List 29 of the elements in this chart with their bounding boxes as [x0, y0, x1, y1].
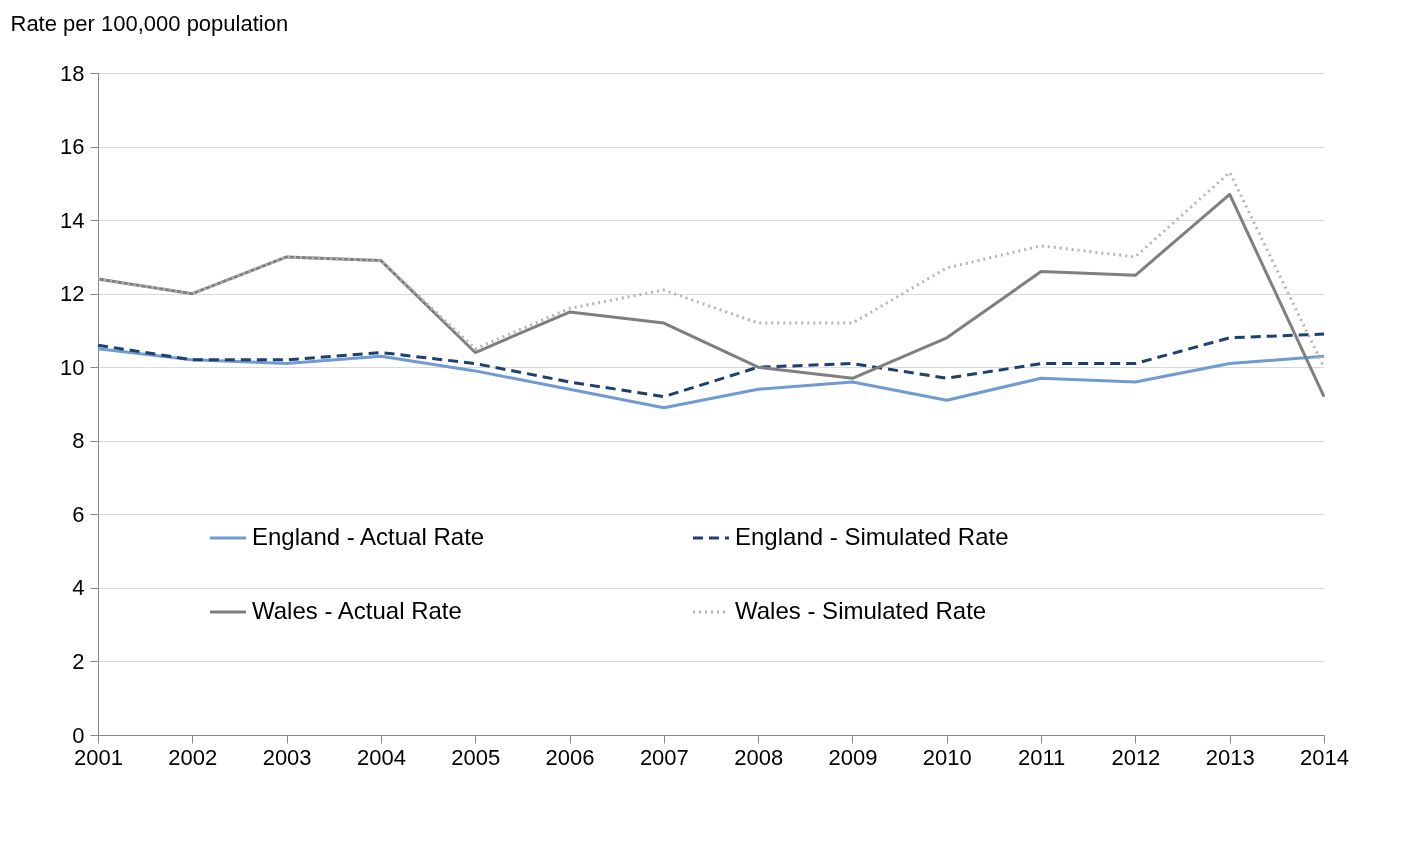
y-tick-label: 4: [72, 575, 85, 601]
legend-label: Wales - Actual Rate: [252, 597, 462, 624]
x-tick-label: 2005: [451, 744, 501, 770]
legend-label: England - Simulated Rate: [735, 523, 1009, 550]
x-tick-label: 2011: [1017, 744, 1066, 770]
legend-label: England - Actual Rate: [252, 523, 485, 550]
y-axis-title: Rate per 100,000 population: [10, 10, 289, 36]
x-tick-label: 2006: [545, 744, 595, 770]
y-tick-label: 2: [72, 648, 85, 674]
y-tick-label: 14: [60, 207, 85, 233]
x-tick-label: 2013: [1205, 744, 1255, 770]
x-tick-label: 2007: [639, 744, 689, 770]
y-tick-label: 12: [60, 281, 85, 307]
x-tick-label: 2012: [1111, 744, 1161, 770]
line-series: [96, 347, 1326, 410]
y-tick-label: 10: [60, 354, 85, 380]
x-tick-label: 2002: [168, 744, 218, 770]
x-tick-label: 2003: [262, 744, 312, 770]
line-series: [96, 332, 1326, 399]
legend-label: Wales - Simulated Rate: [735, 597, 987, 624]
x-tick-label: 2009: [828, 744, 878, 770]
x-tick-label: 2010: [922, 744, 972, 770]
y-tick-label: 8: [72, 428, 85, 454]
y-tick-label: 16: [60, 134, 85, 160]
x-tick-label: 2008: [734, 744, 784, 770]
y-tick-label: 6: [72, 501, 85, 527]
y-tick-label: 18: [60, 60, 85, 86]
x-tick-label: 2004: [356, 744, 406, 770]
x-tick-label: 2014: [1300, 744, 1349, 770]
